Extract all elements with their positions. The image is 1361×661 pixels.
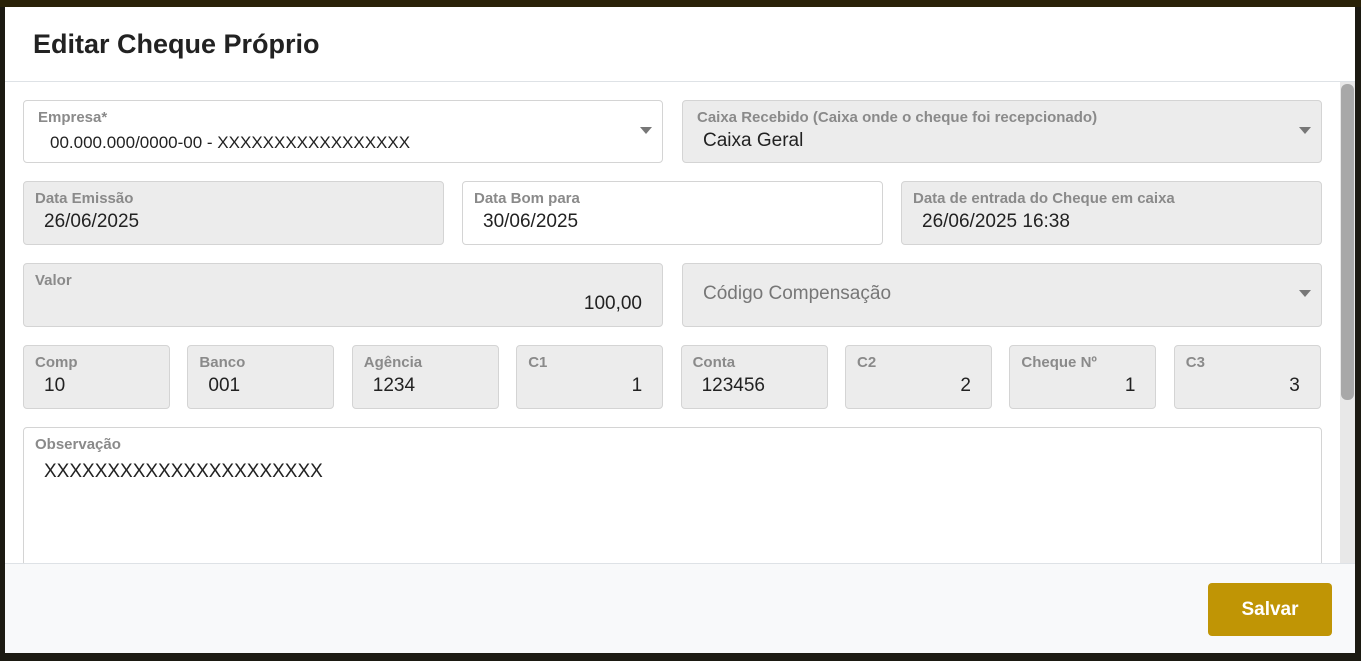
comp-label: Comp — [35, 354, 78, 371]
codigo-compensacao-select[interactable]: Código Compensação — [682, 263, 1322, 327]
modal-body: Empresa* 00.000.000/0000-00 - XXXXXXXXXX… — [5, 82, 1355, 563]
c2-field[interactable]: C2 2 — [845, 345, 992, 409]
c3-field[interactable]: C3 3 — [1173, 345, 1321, 409]
banco-value: 001 — [208, 375, 241, 396]
c2-label: C2 — [857, 354, 877, 371]
comp-value: 10 — [44, 375, 66, 396]
chevron-down-icon — [1299, 290, 1311, 297]
codigo-compensacao-placeholder: Código Compensação — [703, 283, 892, 304]
caixa-select[interactable]: Caixa Recebido (Caixa onde o cheque foi … — [682, 100, 1322, 163]
data-emissao-field[interactable]: Data Emissão 26/06/2025 — [23, 181, 444, 245]
cheque-numero-label: Cheque Nº — [1021, 354, 1097, 371]
valor-field[interactable]: Valor 100,00 — [23, 263, 663, 327]
data-emissao-label: Data Emissão — [35, 190, 134, 207]
chevron-down-icon — [640, 127, 652, 134]
conta-field[interactable]: Conta 123456 — [680, 345, 828, 409]
data-entrada-field[interactable]: Data de entrada do Cheque em caixa 26/06… — [901, 181, 1322, 245]
data-bom-para-label: Data Bom para — [474, 190, 580, 207]
c3-value: 3 — [1289, 375, 1300, 396]
agencia-field[interactable]: Agência 1234 — [351, 345, 499, 409]
data-bom-para-field[interactable]: Data Bom para 30/06/2025 — [462, 181, 883, 245]
banco-field[interactable]: Banco 001 — [187, 345, 335, 409]
data-emissao-value: 26/06/2025 — [44, 211, 140, 232]
agencia-value: 1234 — [372, 375, 416, 396]
observacao-label: Observação — [35, 436, 121, 453]
data-entrada-label: Data de entrada do Cheque em caixa — [913, 190, 1175, 207]
chevron-down-icon — [1299, 127, 1311, 134]
observacao-value: XXXXXXXXXXXXXXXXXXXXXX — [44, 461, 323, 482]
save-button[interactable]: Salvar — [1208, 583, 1332, 636]
background-app — [0, 0, 1361, 7]
agencia-label: Agência — [363, 354, 423, 371]
observacao-textarea[interactable]: Observação XXXXXXXXXXXXXXXXXXXXXX — [23, 427, 1322, 563]
conta-label: Conta — [692, 354, 736, 371]
empresa-label: Empresa* — [38, 109, 108, 126]
scrollbar[interactable] — [1340, 82, 1355, 563]
empresa-value: 00.000.000/0000-00 - XXXXXXXXXXXXXXXXX — [50, 133, 411, 152]
cheque-numero-field[interactable]: Cheque Nº 1 — [1009, 345, 1157, 409]
edit-cheque-modal: Editar Cheque Próprio Empresa* 00.000.00… — [5, 7, 1355, 653]
comp-field[interactable]: Comp 10 — [23, 345, 170, 409]
caixa-value: Caixa Geral — [703, 130, 804, 151]
scrollbar-thumb[interactable] — [1341, 84, 1354, 400]
data-bom-para-value: 30/06/2025 — [483, 211, 579, 232]
c1-label: C1 — [528, 354, 548, 371]
modal-header: Editar Cheque Próprio — [5, 7, 1355, 82]
banco-label: Banco — [199, 354, 246, 371]
valor-label: Valor — [35, 272, 72, 289]
c3-label: C3 — [1185, 354, 1205, 371]
caixa-label: Caixa Recebido (Caixa onde o cheque foi … — [697, 109, 1098, 126]
c1-value: 1 — [631, 375, 643, 396]
data-entrada-value: 26/06/2025 16:38 — [922, 211, 1070, 232]
c2-value: 2 — [960, 375, 971, 396]
modal-title: Editar Cheque Próprio — [33, 29, 320, 59]
empresa-select[interactable]: Empresa* 00.000.000/0000-00 - XXXXXXXXXX… — [23, 100, 663, 163]
valor-value: 100,00 — [583, 293, 642, 314]
modal-footer: Salvar — [5, 563, 1355, 653]
cheque-numero-value: 1 — [1124, 375, 1136, 396]
c1-field[interactable]: C1 1 — [516, 345, 664, 409]
conta-value: 123456 — [701, 375, 765, 396]
